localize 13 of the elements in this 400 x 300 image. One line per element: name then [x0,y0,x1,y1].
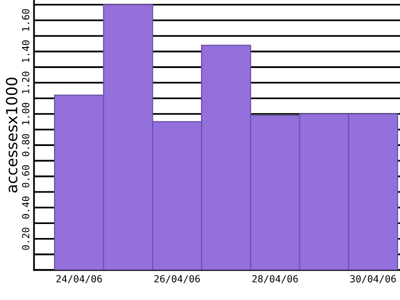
y-tick-label: 1.40 [22,40,30,62]
x-tick-label: 26/04/06 [154,275,200,284]
x-tick-label: 24/04/06 [56,275,102,284]
x-tick-label: 28/04/06 [252,275,298,284]
y-axis-title: accessesx1000 [6,78,18,192]
y-tick-label: 0.60 [22,165,30,188]
y-tick-label: 0.80 [22,134,30,156]
y-tick-label: 1.60 [22,9,30,31]
y-tick-label: 1.20 [22,72,30,94]
y-tick-label: 0.40 [22,196,30,219]
y-tick-label: 1.00 [22,102,30,124]
y-tick-label: 0.20 [22,228,30,250]
x-tick-label: 30/04/06 [350,275,396,284]
